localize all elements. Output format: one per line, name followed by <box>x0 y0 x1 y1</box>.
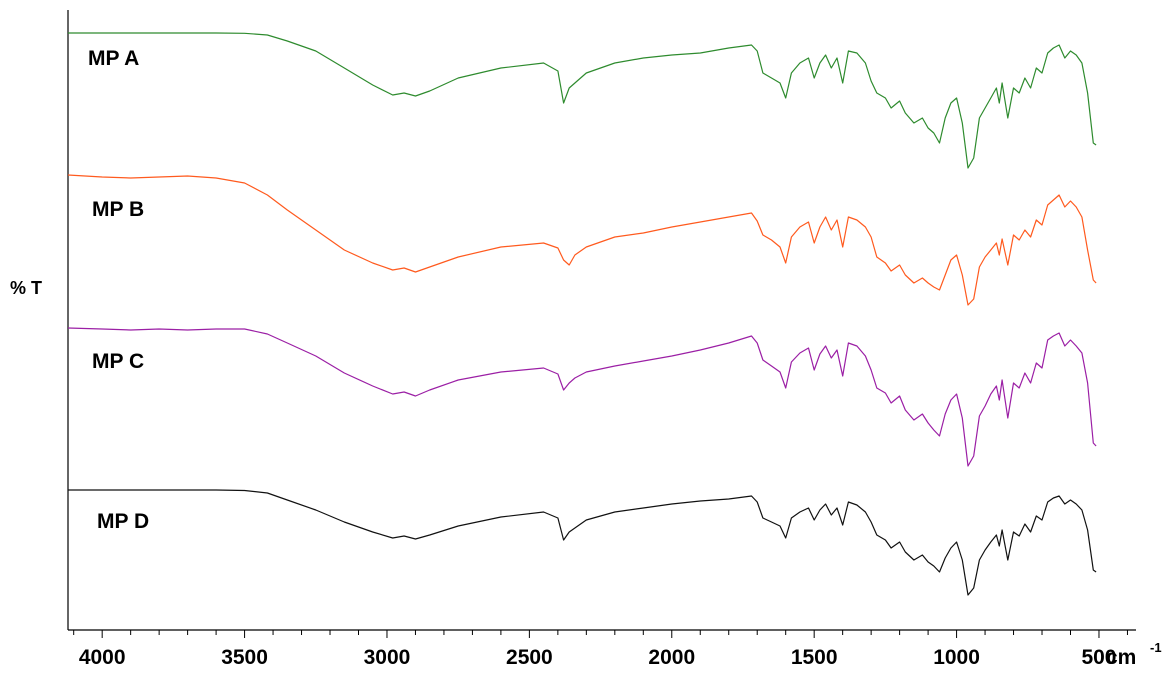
x-tick-label: 3000 <box>364 646 411 669</box>
labels-layer: MP A MP B MP C MP D <box>88 47 149 533</box>
series-label: MP C <box>92 350 144 373</box>
x-tick-label: 1000 <box>933 646 980 669</box>
x-axis-unit-superscript: -1 <box>1150 640 1162 655</box>
series-line-mp-a <box>68 32 1097 169</box>
x-tick-label: 3500 <box>221 646 268 669</box>
x-tick-label: 2500 <box>506 646 553 669</box>
y-axis-label: % T <box>10 278 42 298</box>
series-layer <box>67 32 1097 596</box>
x-tick-label: 2000 <box>648 646 695 669</box>
series-label: MP D <box>97 510 149 533</box>
x-axis-unit-label: cm <box>1106 646 1136 669</box>
series-line-mp-c <box>67 327 1097 467</box>
x-tick-label: 4000 <box>79 646 126 669</box>
x-tick-label: 1500 <box>791 646 838 669</box>
series-line-mp-b <box>67 174 1097 306</box>
series-line-mp-d <box>68 489 1097 596</box>
series-label: MP A <box>88 47 139 70</box>
x-tick-label: 500 <box>1081 646 1116 669</box>
series-label: MP B <box>92 198 144 221</box>
